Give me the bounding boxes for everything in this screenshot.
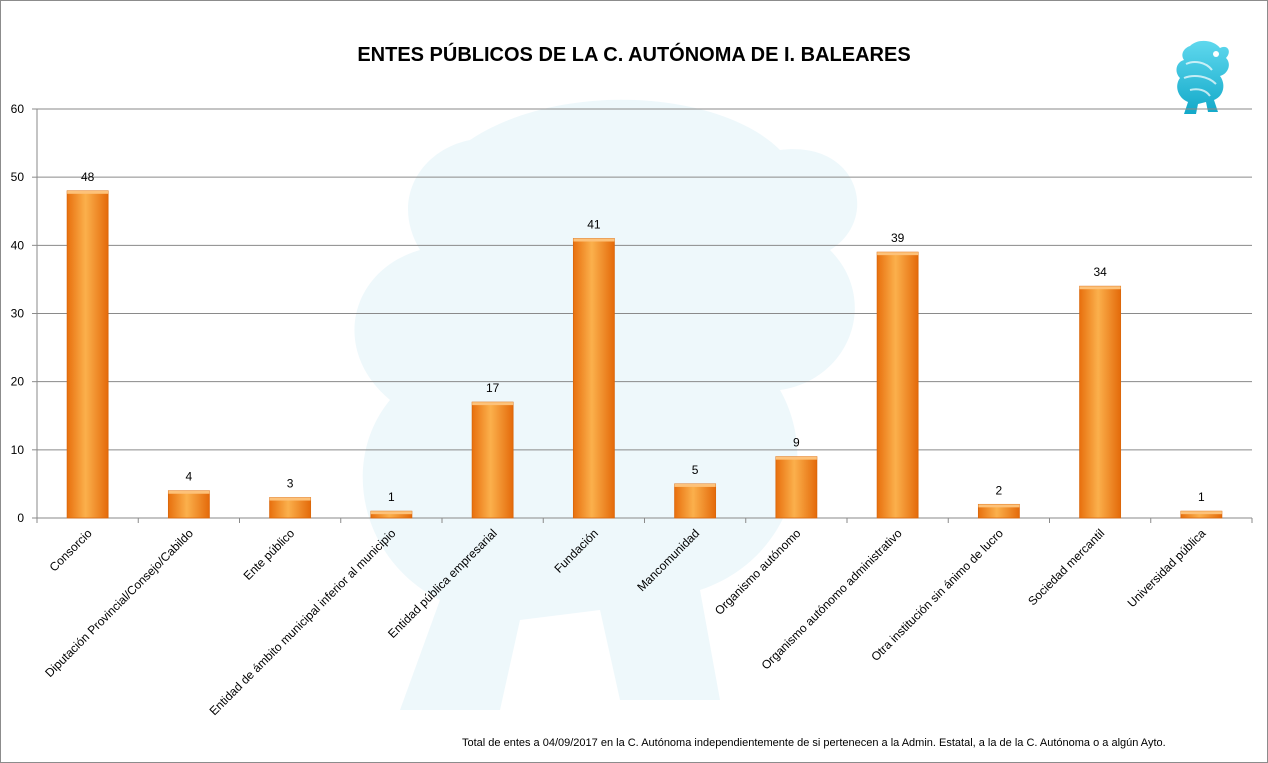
- x-axis: [36, 517, 1253, 523]
- chart-footnote: Total de entes a 04/09/2017 en la C. Aut…: [462, 737, 1166, 749]
- bar: [572, 238, 615, 519]
- bar-top-highlight: [1079, 286, 1121, 290]
- category-label: Sociedad mercantil: [1025, 526, 1107, 608]
- chart-title: ENTES PÚBLICOS DE LA C. AUTÓNOMA DE I. B…: [357, 44, 911, 66]
- bar-top-highlight: [168, 490, 210, 494]
- data-label: 48: [81, 170, 95, 184]
- bar: [167, 490, 210, 519]
- bar: [471, 401, 514, 519]
- category-label: Entidad de ámbito municipal inferior al …: [207, 526, 399, 718]
- bar-top-highlight: [978, 504, 1020, 508]
- category-label: Consorcio: [47, 526, 95, 574]
- bar: [66, 190, 109, 519]
- bar: [775, 456, 818, 519]
- data-label: 41: [587, 218, 601, 232]
- data-labels: 48 4 3 1 17 41 5 9 39 2 34 1: [81, 170, 1205, 504]
- y-tick-label: 10: [11, 443, 25, 457]
- data-label: 2: [996, 483, 1003, 497]
- data-label: 4: [186, 470, 193, 484]
- data-label: 1: [388, 490, 395, 504]
- bar-top-highlight: [775, 456, 817, 460]
- bar-top-highlight: [877, 252, 919, 256]
- y-tick-label: 60: [11, 102, 25, 116]
- category-label: Universidad pública: [1125, 526, 1209, 610]
- y-tick-label: 50: [11, 170, 25, 184]
- y-tick-label: 20: [11, 375, 25, 389]
- bar: [1079, 285, 1122, 519]
- bar: [674, 483, 717, 519]
- bar: [876, 251, 919, 519]
- data-label: 9: [793, 436, 800, 450]
- category-label: Ente público: [241, 526, 298, 583]
- y-axis: 0 10 20 30 40 50 60: [11, 102, 38, 525]
- bar-top-highlight: [573, 238, 615, 242]
- data-label: 5: [692, 463, 699, 477]
- data-label: 17: [486, 381, 500, 395]
- data-label: 3: [287, 477, 294, 491]
- bar: [269, 497, 312, 519]
- bar-top-highlight: [472, 402, 514, 406]
- data-label: 39: [891, 231, 905, 245]
- y-tick-label: 0: [17, 511, 24, 525]
- data-label: 1: [1198, 490, 1205, 504]
- bar-top-highlight: [67, 190, 109, 194]
- y-tick-label: 30: [11, 307, 25, 321]
- bar-top-highlight: [370, 511, 412, 515]
- bar-top-highlight: [1180, 511, 1222, 515]
- data-label: 34: [1093, 265, 1107, 279]
- griffin-emblem-icon: [1176, 40, 1229, 114]
- chart-bars: [66, 190, 1223, 519]
- bar-top-highlight: [269, 497, 311, 501]
- bar-top-highlight: [674, 483, 716, 487]
- y-tick-label: 40: [11, 238, 25, 252]
